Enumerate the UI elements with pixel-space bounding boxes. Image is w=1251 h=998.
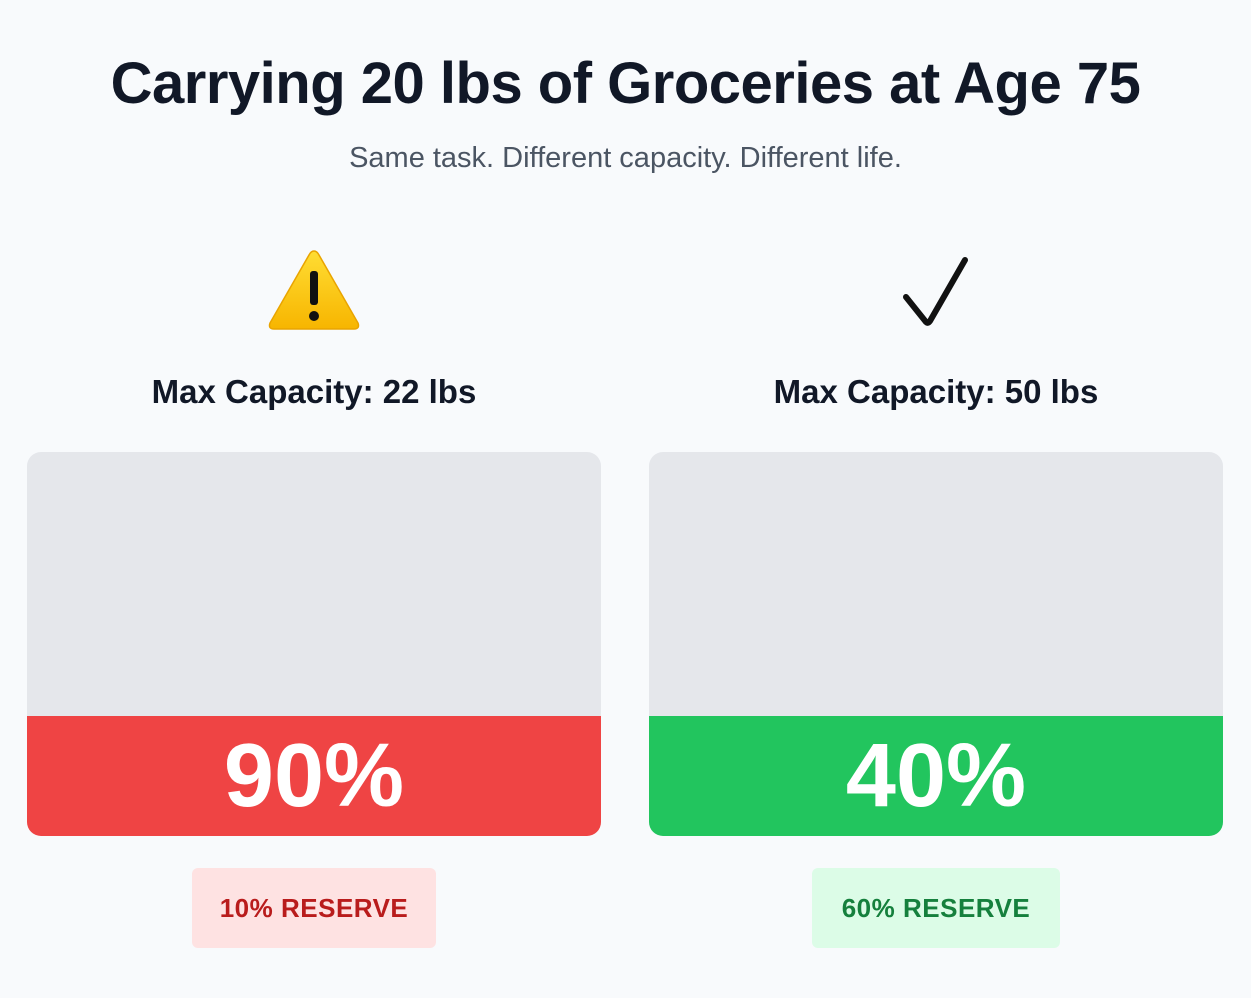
effort-fill: 40% bbox=[649, 715, 1223, 836]
effort-fill: 90% bbox=[27, 715, 601, 836]
panel-high-capacity: Max Capacity: 50 lbs 40% 60% RESERVE bbox=[649, 240, 1223, 948]
page-subtitle: Same task. Different capacity. Different… bbox=[349, 142, 902, 174]
page-title: Carrying 20 lbs of Groceries at Age 75 bbox=[110, 51, 1141, 116]
capacity-bar: 90% bbox=[27, 451, 601, 836]
checkmark-icon bbox=[649, 240, 1223, 340]
warning-icon bbox=[27, 240, 601, 340]
reserve-badge: 10% RESERVE bbox=[192, 867, 436, 948]
effort-percentage: 90% bbox=[223, 725, 405, 826]
capacity-bar: 40% bbox=[649, 451, 1223, 836]
panel-low-capacity: Max Capacity: 22 lbs 90% 10% RESERVE bbox=[27, 240, 601, 948]
capacity-label: Max Capacity: 50 lbs bbox=[773, 373, 1099, 410]
effort-percentage: 40% bbox=[845, 725, 1027, 826]
capacity-label: Max Capacity: 22 lbs bbox=[151, 373, 477, 410]
reserve-badge: 60% RESERVE bbox=[812, 867, 1060, 948]
